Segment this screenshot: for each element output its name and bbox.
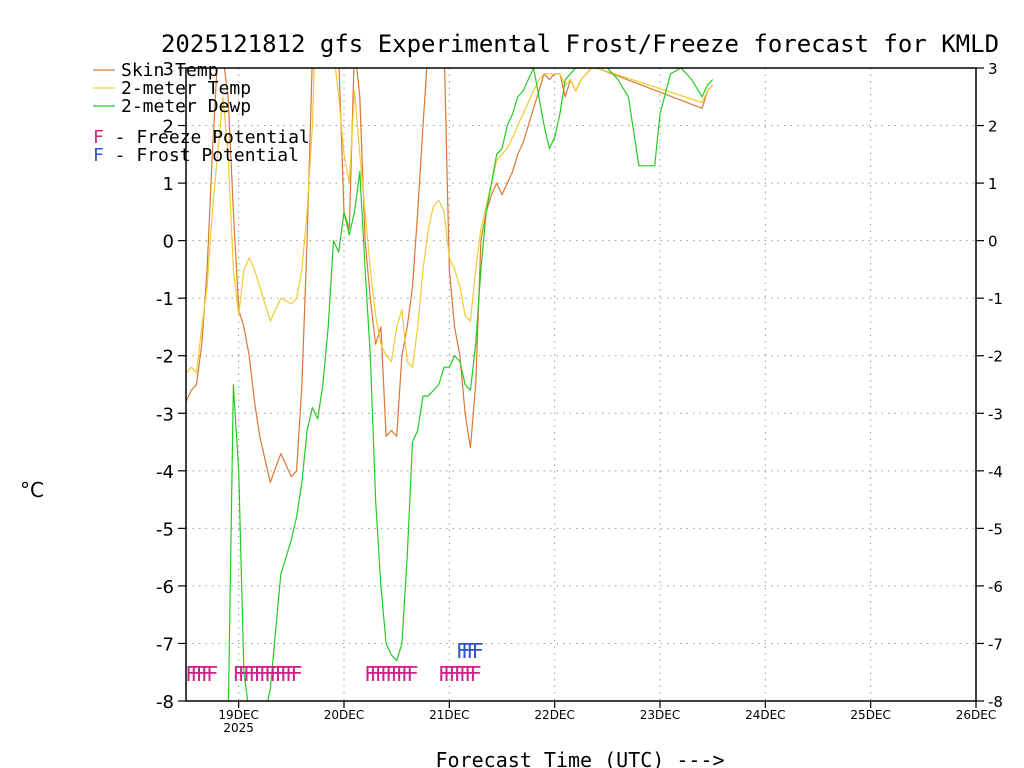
freeze-marker: F [280, 662, 292, 686]
y-tick-label: -7 [156, 634, 174, 655]
y-tick-label-right: -8 [988, 693, 1003, 711]
y-tick-label: -4 [156, 462, 174, 483]
x-axis-label: Forecast Time (UTC) ---> [436, 748, 725, 768]
frost-marker: F [472, 639, 484, 663]
y-tick-label: -2 [156, 347, 174, 368]
x-tick-label: 22DEC [534, 708, 574, 722]
freeze-marker: F [254, 662, 266, 686]
freeze-marker: F [464, 662, 476, 686]
y-axis-right: -8 -7 -6 -5 -4 -3 -2 -1 0 1 2 3 [976, 60, 1003, 711]
y-tick-label-right: 3 [988, 60, 998, 78]
y-tick-label-right: -1 [988, 290, 1003, 308]
freeze-marker: F [270, 662, 282, 686]
y-tick-label-right: -5 [988, 520, 1003, 538]
series-line-dewp [227, 68, 714, 701]
x-tick-label: 21DEC [429, 708, 469, 722]
freeze-marker: F [375, 662, 387, 686]
freeze-marker: F [201, 662, 213, 686]
legend-label-dewp: 2-meter Dewp [121, 96, 251, 117]
y-tick-label: -6 [156, 577, 174, 598]
freeze-marker: F [291, 662, 303, 686]
y-tick-label-right: -6 [988, 578, 1003, 596]
plot-frame [185, 67, 977, 702]
chart-title: 2025121812 gfs Experimental Frost/Freeze… [161, 30, 999, 58]
legend-marker-frost: F - Frost Potential [93, 145, 299, 166]
y-tick-label: -3 [156, 404, 174, 425]
y-tick-label: 1 [163, 174, 174, 195]
freeze-marker: F [385, 662, 397, 686]
freeze-marker: F [396, 662, 408, 686]
legend-marker-freeze: F - Freeze Potential [93, 127, 310, 148]
y-tick-label: 0 [163, 232, 174, 253]
series-line-skin [186, 68, 714, 483]
y-tick-label-right: -4 [988, 463, 1003, 481]
freeze-marker: F [196, 662, 208, 686]
y-tick-label: -8 [156, 692, 174, 713]
x-tick-label: 19DEC [218, 708, 258, 722]
y-tick-label-right: -3 [988, 405, 1003, 423]
y-tick-label-right: -7 [988, 635, 1003, 653]
legend-label-skin: Skin Temp [121, 60, 219, 81]
freeze-marker: F [191, 662, 203, 686]
freeze-marker: F [238, 662, 250, 686]
frost-marker: F [456, 639, 468, 663]
freeze-marker: F [449, 662, 461, 686]
y-axis-label: °C [20, 478, 44, 502]
freeze-marker: F [264, 662, 276, 686]
y-tick-label-right: -2 [988, 348, 1003, 366]
freeze-marker: F [259, 662, 271, 686]
legend-label-t2m: 2-meter Temp [121, 78, 251, 99]
x-tick-label: 24DEC [745, 708, 785, 722]
freeze-marker: F [438, 662, 450, 686]
x-tick-label: 23DEC [640, 708, 680, 722]
y-tick-label-right: 0 [988, 233, 998, 251]
y-tick-label: -5 [156, 519, 174, 540]
x-tick-sublabel: 2025 [223, 721, 254, 735]
freeze-marker: F [443, 662, 455, 686]
freeze-marker: F [470, 662, 482, 686]
freeze-marker: F [185, 662, 197, 686]
freeze-marker: F [206, 662, 218, 686]
freeze-marker: F [285, 662, 297, 686]
x-tick-label: 26DEC [956, 708, 996, 722]
series-layer [186, 68, 714, 701]
grid [186, 68, 976, 701]
series-line-t2m [186, 68, 714, 374]
freeze-marker: F [380, 662, 392, 686]
freeze-marker: F [391, 662, 403, 686]
freeze-marker: F [370, 662, 382, 686]
freeze-marker: F [275, 662, 287, 686]
freeze-marker: F [459, 662, 471, 686]
y-tick-label-right: 2 [988, 118, 998, 136]
freeze-marker: F [233, 662, 245, 686]
freeze-marker: F [401, 662, 413, 686]
frost-marker: F [466, 639, 478, 663]
frost-marker: F [461, 639, 473, 663]
y-tick-label: 2 [163, 117, 174, 138]
freeze-marker: F [406, 662, 418, 686]
x-tick-label: 20DEC [324, 708, 364, 722]
y-tick-label-right: 1 [988, 175, 998, 193]
freeze-marker: F [243, 662, 255, 686]
y-tick-label: 3 [163, 59, 174, 80]
freeze-marker: F [248, 662, 260, 686]
y-axis-left: -8 -7 -6 -5 -4 -3 -2 -1 0 1 2 3 [156, 59, 186, 713]
y-tick-label: -1 [156, 289, 174, 310]
freeze-marker: F [364, 662, 376, 686]
freeze-marker: F [454, 662, 466, 686]
x-tick-label: 25DEC [850, 708, 890, 722]
